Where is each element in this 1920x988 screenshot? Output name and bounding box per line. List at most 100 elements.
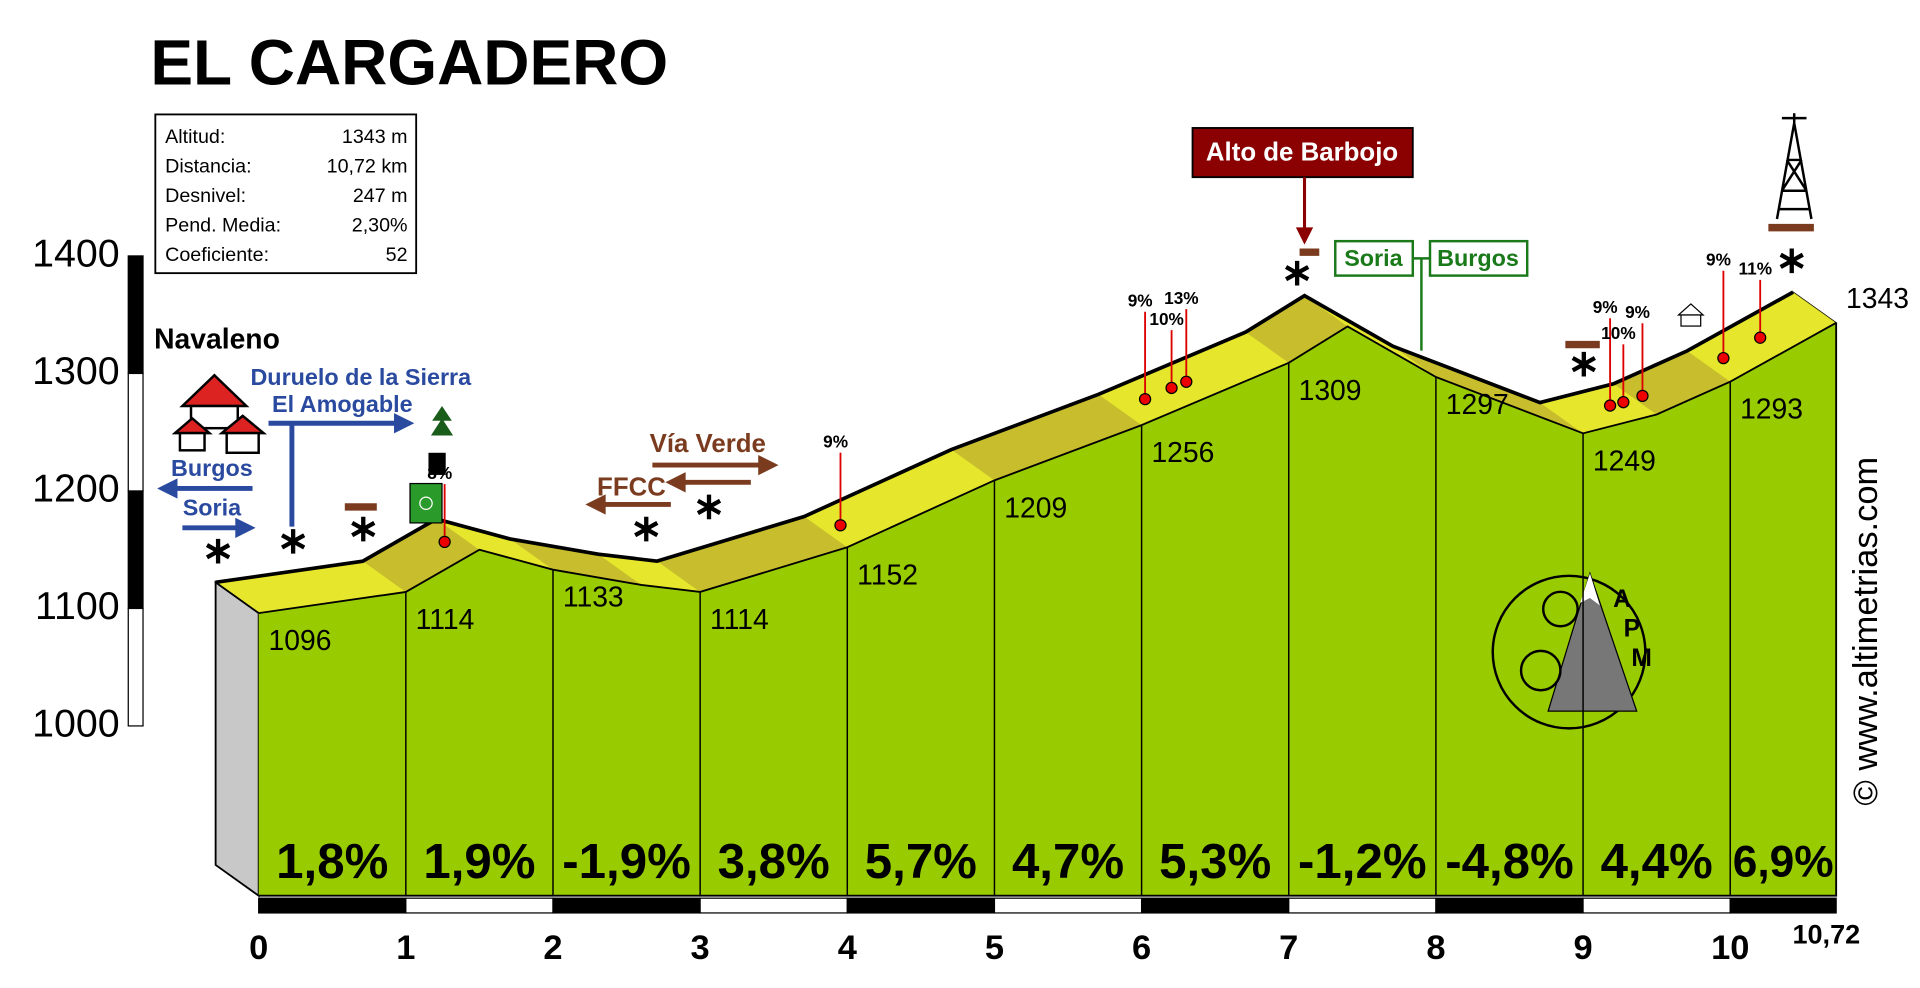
marker-label: 10% [1601,323,1635,343]
direction-label: Soria [183,495,242,521]
info-value: 10,72 km [327,156,408,178]
route-arrow [344,223,1814,511]
elevation-label: 1114 [416,603,475,635]
elevation-label: 1249 [1593,444,1656,476]
km-bar [1435,897,1584,914]
marker-label: 10% [1149,309,1183,329]
km-bar [993,897,1143,914]
x-tick-label: 6 [1132,929,1151,967]
info-label: Coeficiente: [165,244,269,266]
info-label: Desnivel: [165,185,246,207]
profile-top-shade [804,449,995,548]
profile-top-shade [657,516,848,592]
km-bar [1729,897,1837,914]
profile-top-shade [951,394,1142,481]
elevation-label: 1293 [1740,393,1803,425]
route-arrow [585,494,671,515]
route-arrow [652,454,779,493]
house-icon [1676,303,1705,327]
gradient-label: 1,8% [276,834,388,889]
info-value: 2,30% [352,215,408,237]
elevation-label: 1309 [1299,374,1362,406]
profile-top-shade [1245,295,1348,363]
km-bar [552,897,701,914]
x-tick-label: 8 [1426,929,1445,967]
marker-label: 9% [823,431,848,451]
gradient-label: -4,8% [1445,834,1574,889]
x-tick-label: 5 [985,929,1004,967]
gradient-label: 4,4% [1601,834,1713,889]
credit: © www.altimetrias.com [1847,457,1885,806]
y-tick-label: 1000 [32,701,120,745]
poi-star [1571,351,1596,377]
summit-arrow [1295,177,1314,245]
y-scale-bar [127,372,144,492]
route-label: FFCC [597,473,666,501]
marker-dot [834,519,847,532]
marker-label: 13% [1164,288,1198,308]
marker-dot [1603,399,1617,412]
logo-letter: M [1631,645,1652,672]
house-icon [171,373,268,455]
elevation-label: 1133 [563,581,624,613]
marker-label: 9% [1706,249,1731,269]
route-label: Vía Verde [650,430,766,458]
profile-ridge [215,290,1794,585]
info-label: Distancia: [165,156,251,178]
profile-top-shade [215,561,406,614]
border-line [1412,257,1431,351]
profile-line [258,322,1837,615]
border-label: Soria [1344,245,1403,271]
marker-dot [1636,389,1649,403]
marker-dot [1617,396,1630,409]
km-bar [258,897,407,914]
marker-label: 8% [427,463,452,483]
direction-arrow [157,478,253,499]
marker-label: 9% [1593,297,1618,317]
marker-dot [1165,381,1178,395]
info-value: 247 m [353,185,408,207]
poi-star [351,516,376,542]
profile-top-shade [1392,346,1584,434]
gradient-label: -1,2% [1298,834,1427,889]
marker-label: 9% [1128,291,1153,311]
info-value: 1343 m [342,126,408,148]
elevation-label: 1096 [269,624,332,656]
y-tick-label: 1200 [32,466,120,510]
km-bar [699,897,848,914]
summit-box [1191,127,1414,179]
gradient-label: 4,7% [1012,834,1124,889]
poi-star [281,529,306,554]
km-bar [405,897,554,914]
info-label: Pend. Media: [165,215,281,237]
y-scale-bar [127,490,144,610]
tower-icon [1775,113,1813,220]
gradient-label: 3,8% [718,834,830,889]
km-bar [1288,897,1437,914]
profile-top-shade [598,554,701,592]
profile-top-shade [436,518,553,570]
y-tick-label: 1400 [32,231,120,275]
x-tick-label: 1 [396,929,415,967]
x-tick-label: 10,72 [1792,919,1860,949]
x-tick-label: 3 [691,929,710,967]
x-tick-label: 4 [838,929,857,967]
poi-star [1779,248,1804,274]
profile-face [258,322,1837,896]
profile-outline [258,322,1838,897]
x-tick-label: 9 [1573,929,1592,967]
info-label: Altitud: [165,126,225,148]
marker-dot [1180,375,1193,388]
logo-letter: P [1624,615,1640,642]
gradient-label: 5,3% [1159,834,1271,889]
y-scale-bar [127,255,144,375]
elevation-label: 1297 [1446,388,1509,420]
y-tick-label: 1100 [35,584,120,628]
poi-star [696,494,722,520]
direction-label: El Amogable [272,391,413,417]
border-label: Burgos [1437,245,1519,271]
poi-star [1285,260,1310,286]
profile-side [214,580,260,898]
poi-star [205,538,231,564]
